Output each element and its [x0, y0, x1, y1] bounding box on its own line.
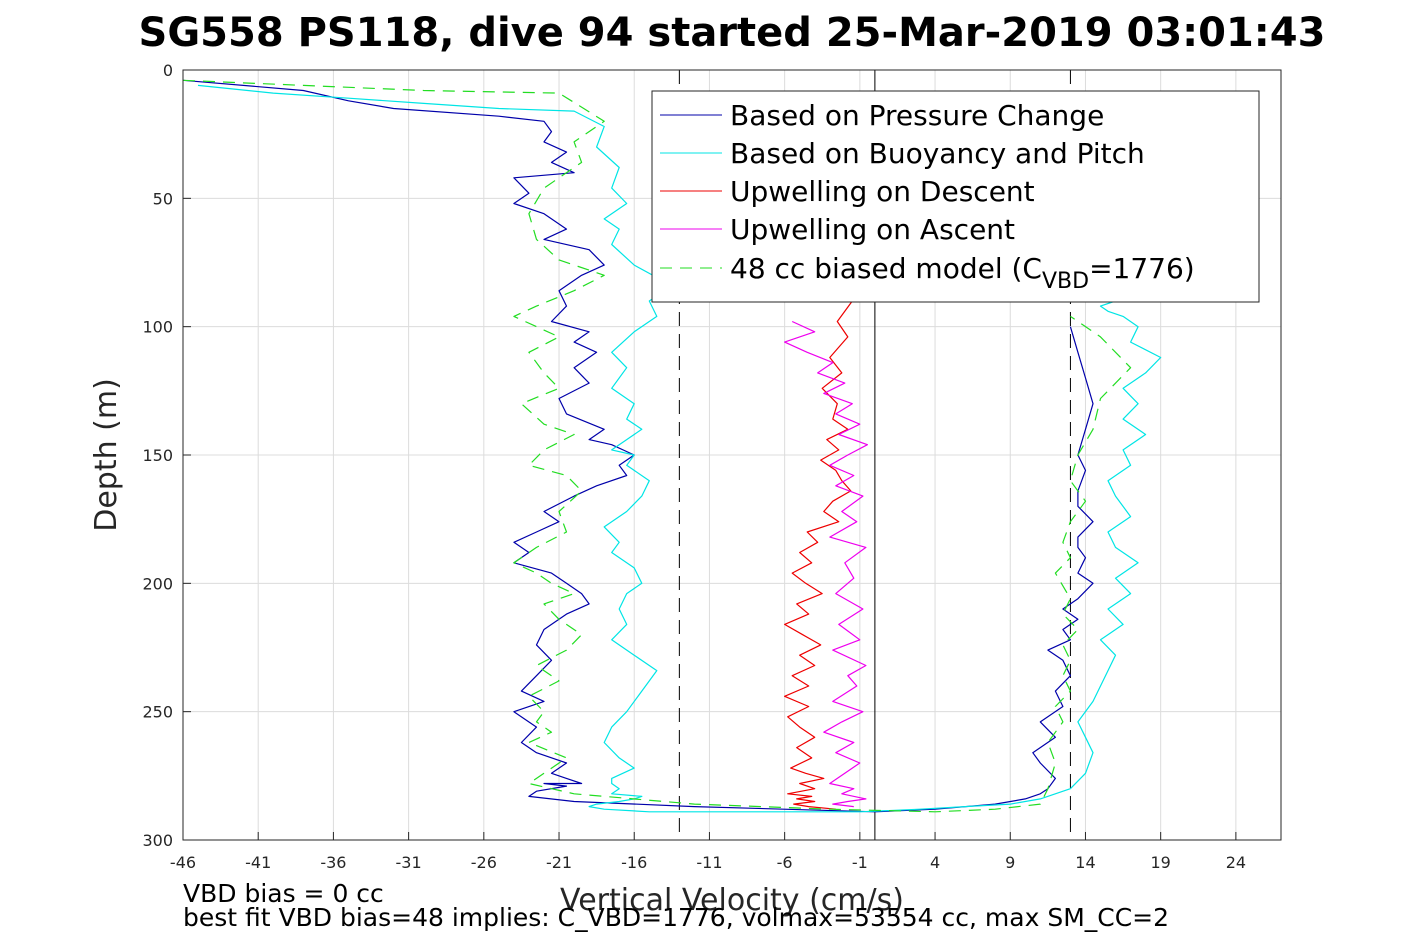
plot-frame: [182, 69, 1282, 841]
x-tick-label: -6: [777, 853, 793, 872]
x-tick-label: -26: [471, 853, 497, 872]
x-tick-label: 9: [1005, 853, 1015, 872]
y-tick-labels: 0 50 100 150 200 250 300: [142, 61, 173, 850]
y-tick-label: 300: [142, 831, 173, 850]
x-tick-label: 24: [1226, 853, 1246, 872]
series-buoyancy-pitch: [197, 84, 1162, 813]
y-tick-label: 50: [153, 189, 173, 208]
x-tick-label: -21: [546, 853, 572, 872]
x-tick-label: -36: [320, 853, 346, 872]
x-tick-label: 4: [930, 853, 940, 872]
x-tick-label: 19: [1150, 853, 1170, 872]
x-tick-label: -41: [245, 853, 271, 872]
x-axis-label: Vertical Velocity (cm/s): [560, 883, 904, 918]
vbd-bias-note: VBD bias = 0 cc: [183, 879, 384, 908]
x-tick-label: -46: [170, 853, 196, 872]
legend-label-buoyancy: Based on Buoyancy and Pitch: [730, 137, 1145, 170]
series-pressure-change: [182, 79, 1094, 813]
best-fit-note: best fit VBD bias=48 implies: C_VBD=1776…: [183, 903, 1169, 932]
y-tick-label: 100: [142, 318, 173, 337]
series-upwelling-ascent: [783, 320, 869, 808]
legend-box: [651, 90, 1260, 303]
x-tick-labels: -46 -41 -36 -31 -26 -21 -16 -11 -6 -1 4 9 14 19 24: [170, 853, 1246, 872]
y-tick-label: 200: [142, 574, 173, 593]
y-tick-label: 0: [163, 61, 173, 80]
y-axis-label: Depth (m): [89, 378, 124, 532]
x-tick-label: -11: [696, 853, 722, 872]
y-tick-label: 150: [142, 446, 173, 465]
series-biased-model: [182, 79, 1132, 813]
legend-label-model: 48 cc biased model (CVBD=1776): [730, 252, 1195, 294]
series-layer: [182, 79, 1162, 813]
legend: Based on Pressure Change Based on Buoyan…: [651, 90, 1260, 303]
legend-label-pressure: Based on Pressure Change: [730, 99, 1104, 132]
x-tick-label: -1: [852, 853, 868, 872]
x-tick-label: -31: [396, 853, 422, 872]
chart-title: SG558 PS118, dive 94 started 25-Mar-2019…: [139, 10, 1326, 56]
legend-label-ascent: Upwelling on Ascent: [730, 213, 1015, 246]
legend-label-descent: Upwelling on Descent: [730, 175, 1035, 208]
x-tick-label: -16: [621, 853, 647, 872]
series-upwelling-descent: [783, 300, 853, 810]
x-tick-label: 14: [1075, 853, 1095, 872]
y-tick-label: 250: [142, 703, 173, 722]
